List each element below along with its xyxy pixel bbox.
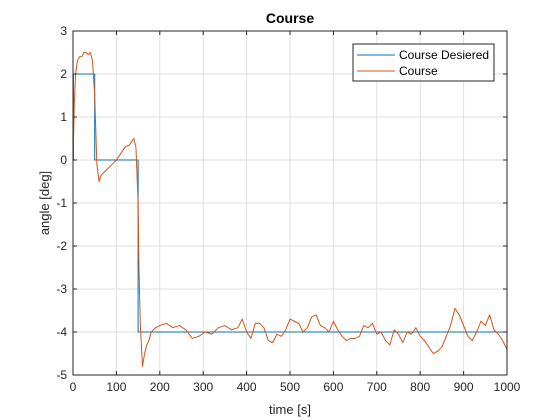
chart-title: Course: [266, 10, 314, 26]
x-tick-label: 700: [367, 380, 387, 394]
x-axis-ticks: 0 100 200 300 400 500 600 700 800 900 1000: [70, 31, 521, 394]
x-tick-label: 200: [150, 380, 170, 394]
y-axis-ticks: 3 2 1 0 -1 -2 -3 -4 -5: [56, 24, 507, 382]
y-tick-label: 1: [60, 110, 67, 124]
course-line: [72, 52, 508, 367]
x-tick-label: 800: [410, 380, 430, 394]
x-axis-label: time [s]: [269, 402, 311, 417]
y-tick-label: -1: [56, 196, 67, 210]
legend-box: [352, 43, 495, 82]
x-tick-label: 1000: [494, 380, 521, 394]
x-tick-label: 0: [70, 380, 77, 394]
x-tick-label: 600: [323, 380, 343, 394]
x-tick-label: 900: [454, 380, 474, 394]
y-tick-label: 3: [60, 24, 67, 38]
x-tick-label: 500: [280, 380, 300, 394]
y-axis-label: angle [deg]: [37, 171, 52, 235]
y-tick-label: -5: [56, 368, 67, 382]
y-tick-label: 0: [60, 153, 67, 167]
legend-label-course-desired: Course Desiered: [399, 48, 489, 62]
legend: Course Desiered Course: [352, 43, 495, 82]
x-tick-label: 100: [106, 380, 126, 394]
y-tick-label: -4: [56, 325, 67, 339]
legend-label-course: Course: [399, 64, 438, 78]
x-tick-label: 400: [237, 380, 257, 394]
y-tick-label: 2: [60, 67, 67, 81]
x-tick-label: 300: [193, 380, 213, 394]
y-tick-label: -3: [56, 282, 67, 296]
y-tick-label: -2: [56, 239, 67, 253]
